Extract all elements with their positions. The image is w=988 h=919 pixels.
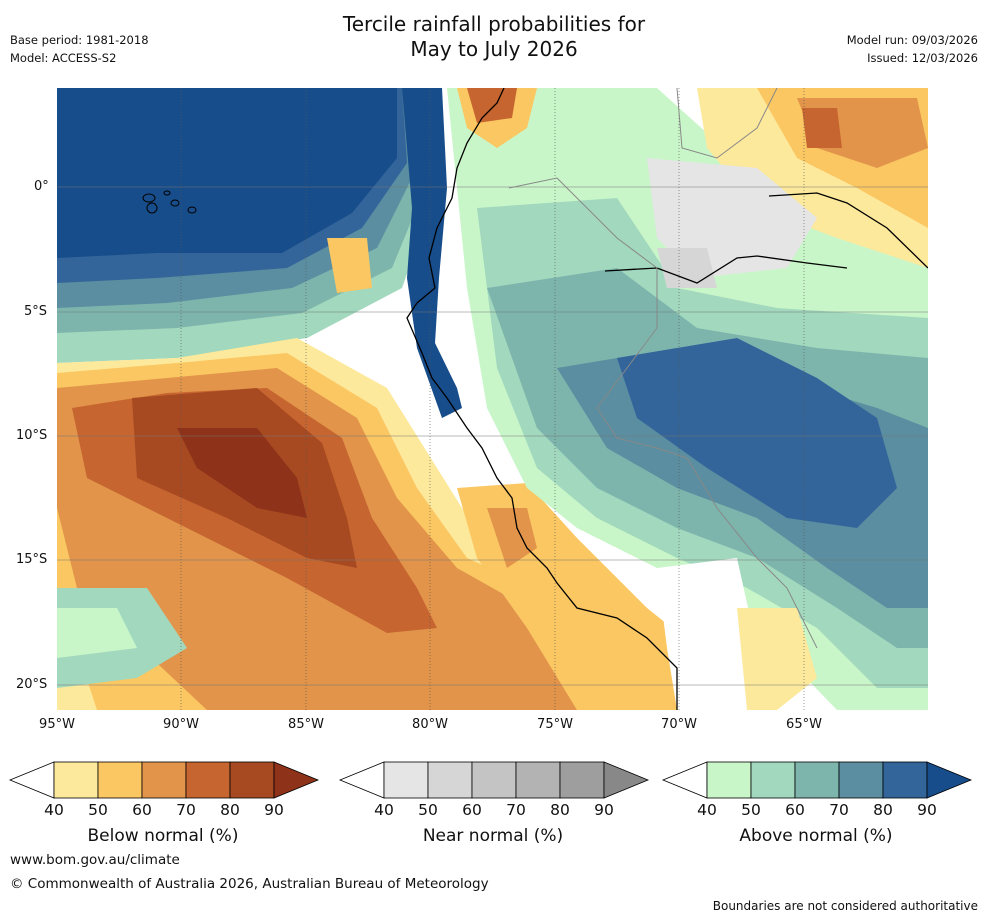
- footer-disclaimer: Boundaries are not considered authoritat…: [712, 899, 978, 913]
- colorbar-above-normal: [661, 761, 973, 799]
- land-above-80-zone: [617, 338, 897, 528]
- north-below-70-zone: [467, 88, 517, 123]
- colorbar-tick-label: 60: [132, 801, 152, 819]
- colorbar-tick-label: 80: [550, 801, 570, 819]
- model-run: Model run: 09/03/2026: [846, 33, 978, 47]
- lon-label: 75°W: [537, 717, 573, 732]
- colorbar-tick-label: 70: [506, 801, 526, 819]
- latlines: [57, 186, 928, 686]
- colorbar-extend-high: [273, 761, 320, 799]
- colorbar-extend-low: [8, 761, 55, 799]
- colorbar-tick-label: 40: [697, 801, 717, 819]
- below-90-zone: [177, 428, 307, 518]
- colorbar-tick-label: 40: [44, 801, 64, 819]
- colorbar-near-normal: [338, 761, 650, 799]
- map-title-line1: Tercile rainfall probabilities for: [342, 12, 646, 36]
- country-borders-north: [676, 88, 778, 159]
- colorbar-tick-label: 70: [176, 801, 196, 819]
- coastline: [406, 88, 678, 710]
- colorbar-segment: [229, 761, 275, 799]
- map-title-line2: May to July 2026: [410, 37, 578, 61]
- amazon-river: [768, 192, 928, 269]
- colorbar-extend-high: [603, 761, 650, 799]
- lon-label: 65°W: [786, 717, 822, 732]
- colorbar-extend-high: [926, 761, 973, 799]
- country-borders: [508, 177, 818, 649]
- above-90-zone: [57, 88, 397, 258]
- lat-label: 0°: [34, 179, 49, 194]
- colorbar-segment: [427, 761, 473, 799]
- lon-label: 80°W: [412, 717, 448, 732]
- colorbar-segment: [706, 761, 752, 799]
- colorbar-tick-label: 70: [829, 801, 849, 819]
- colorbar-segment: [471, 761, 517, 799]
- colorbar-extend-low: [661, 761, 708, 799]
- colorbar-extend-low: [338, 761, 385, 799]
- lat-label: 10°S: [16, 428, 48, 443]
- map-canvas: [57, 88, 928, 710]
- colorbar-tick-label: 50: [418, 801, 438, 819]
- colorbar-segment: [185, 761, 231, 799]
- colorbar-segment: [53, 761, 99, 799]
- colorbar-segment: [383, 761, 429, 799]
- ocean-below-50-patch: [327, 238, 372, 293]
- colorbar-segment: [141, 761, 187, 799]
- colorbar-segment: [750, 761, 796, 799]
- colorbar-tick-label: 50: [741, 801, 761, 819]
- sw-above-40-zone: [57, 608, 137, 658]
- colorbar-strip: [8, 761, 973, 799]
- lon-label: 95°W: [39, 717, 75, 732]
- colorbar-below-normal: [8, 761, 320, 799]
- probability-map: [57, 88, 928, 710]
- near-normal-50-zone: [657, 248, 717, 288]
- model-name: Model: ACCESS-S2: [10, 51, 117, 65]
- lat-label: 5°S: [24, 304, 48, 319]
- colorbar-tick-label: 90: [264, 801, 284, 819]
- ne-below-70-zone: [802, 108, 842, 148]
- colorbar-tick-label: 80: [873, 801, 893, 819]
- colorbar-segment: [515, 761, 561, 799]
- colorbar-segment: [559, 761, 605, 799]
- coastal-below-60-zone: [487, 508, 537, 568]
- colorbar-near-label: Near normal (%): [422, 826, 564, 846]
- probability-field: [57, 88, 928, 710]
- south-white-zone: [657, 558, 757, 710]
- coastal-above-zone: [402, 88, 462, 418]
- issued-date: Issued: 12/03/2026: [867, 51, 978, 65]
- footer-copyright: © Commonwealth of Australia 2026, Austra…: [10, 876, 489, 892]
- colorbar-segment: [794, 761, 840, 799]
- lon-label: 90°W: [163, 717, 199, 732]
- colorbar-tick-label: 60: [462, 801, 482, 819]
- lat-label: 15°S: [16, 552, 48, 567]
- colorbar-below-label: Below normal (%): [87, 826, 239, 846]
- colorbar-segment: [882, 761, 928, 799]
- colorbar-segment: [97, 761, 143, 799]
- colorbar-segment: [838, 761, 884, 799]
- colorbar-tick-label: 90: [594, 801, 614, 819]
- meta-right: Model run: 09/03/2026 Issued: 12/03/2026: [847, 31, 978, 67]
- colorbar-above-label: Above normal (%): [739, 826, 893, 846]
- meta-left: Base period: 1981-2018 Model: ACCESS-S2: [10, 31, 149, 67]
- galapagos-islands: [142, 190, 197, 214]
- lon-label: 85°W: [288, 717, 324, 732]
- lon-label: 70°W: [661, 717, 697, 732]
- footer-url: www.bom.gov.au/climate: [10, 852, 180, 868]
- map-title: Tercile rainfall probabilities for May t…: [0, 12, 988, 62]
- lat-label: 20°S: [16, 677, 48, 692]
- south-below-40-zone: [737, 608, 817, 710]
- colorbar-tick-label: 90: [917, 801, 937, 819]
- colorbar-tick-label: 80: [220, 801, 240, 819]
- colorbar-tick-label: 60: [785, 801, 805, 819]
- colorbar-tick-label: 40: [374, 801, 394, 819]
- colorbar-tick-label: 50: [88, 801, 108, 819]
- base-period: Base period: 1981-2018: [10, 33, 149, 47]
